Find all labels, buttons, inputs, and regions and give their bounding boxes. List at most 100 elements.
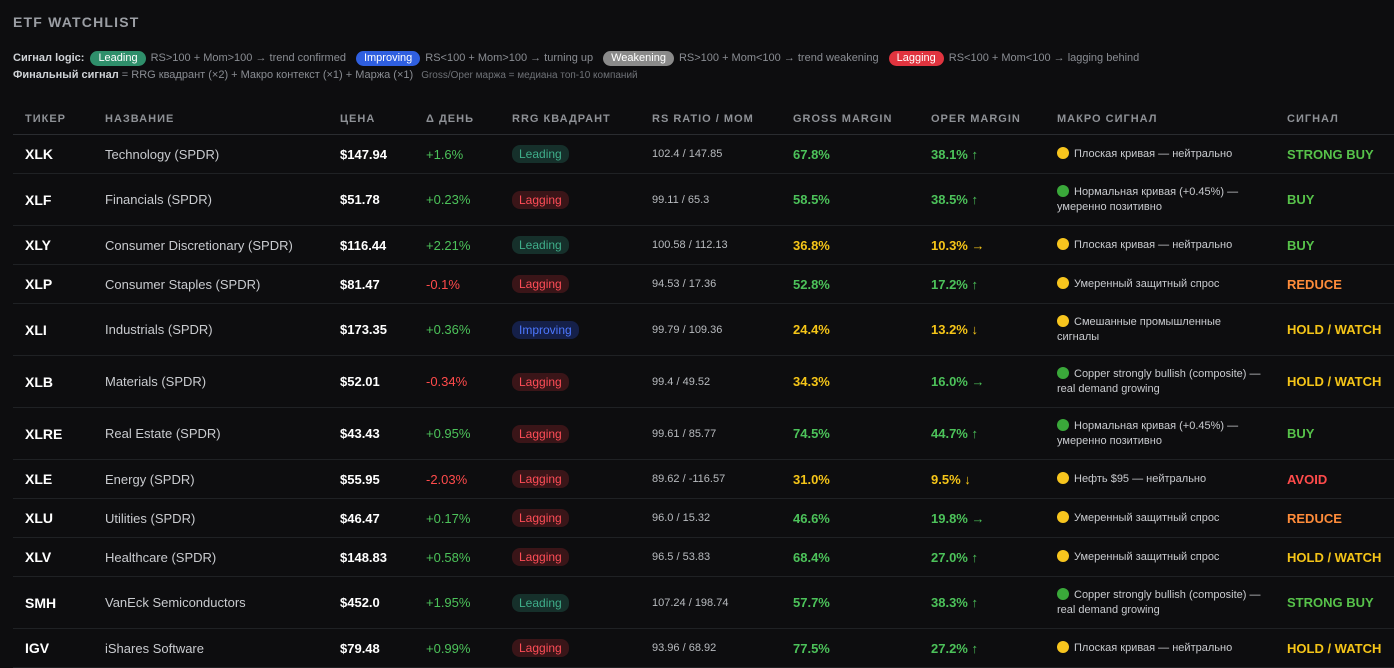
gross-margin-cell: 74.5% [781, 407, 919, 460]
signal-cell: BUY [1275, 225, 1394, 265]
signal-cell: HOLD / WATCH [1275, 628, 1394, 668]
oper-margin-cell: 27.2% ↑ [919, 628, 1045, 668]
legend-row: Сигнал logic: Leading RS>100 + Mom>100 →… [13, 48, 1394, 68]
ticker-cell[interactable]: XLP [13, 264, 93, 304]
oper-margin-cell: 44.7% ↑ [919, 407, 1045, 460]
table-row-xlu[interactable]: XLU Utilities (SPDR) $46.47 +0.17% Laggi… [13, 498, 1394, 538]
rs-ratio-cell: 100.58 / 112.13 [640, 225, 781, 265]
price-cell: $52.01 [328, 355, 414, 408]
signal-cell: REDUCE [1275, 264, 1394, 304]
name-cell: Materials (SPDR) [93, 355, 328, 408]
quadrant-cell: Lagging [500, 407, 640, 460]
gross-margin-cell: 77.5% [781, 628, 919, 668]
price-cell: $79.48 [328, 628, 414, 668]
price-cell: $452.0 [328, 576, 414, 629]
ticker-cell[interactable]: XLB [13, 355, 93, 408]
quadrant-badge: Lagging [512, 190, 569, 209]
oper-margin-cell: 38.5% ↑ [919, 173, 1045, 226]
col-name[interactable]: НАЗВАНИЕ [93, 104, 328, 135]
change-cell: +0.99% [414, 628, 500, 668]
quadrant-cell: Lagging [500, 264, 640, 304]
signal-cell: HOLD / WATCH [1275, 303, 1394, 356]
rs-ratio-cell: 99.11 / 65.3 [640, 173, 781, 226]
macro-text: Copper strongly bullish (composite) — re… [1057, 367, 1261, 395]
col-ticker[interactable]: ТИКЕР [13, 104, 93, 135]
signal-cell: BUY [1275, 173, 1394, 226]
ticker-cell[interactable]: XLV [13, 537, 93, 577]
rs-ratio-cell: 94.53 / 17.36 [640, 264, 781, 304]
table-body: XLK Technology (SPDR) $147.94 +1.6% Lead… [13, 134, 1394, 668]
col-gross-margin[interactable]: GROSS MARGIN [781, 104, 919, 135]
col-macro-signal[interactable]: МАКРО СИГНАЛ [1045, 104, 1275, 135]
change-cell: +2.21% [414, 225, 500, 265]
change-cell: -0.1% [414, 264, 500, 304]
ticker-cell[interactable]: XLE [13, 459, 93, 499]
table-row-igv[interactable]: IGV iShares Software $79.48 +0.99% Laggi… [13, 628, 1394, 668]
gross-margin-cell: 68.4% [781, 537, 919, 577]
table-row-xlv[interactable]: XLV Healthcare (SPDR) $148.83 +0.58% Lag… [13, 537, 1394, 577]
col-price[interactable]: ЦЕНА [328, 104, 414, 135]
macro-text: Плоская кривая — нейтрально [1074, 238, 1233, 251]
table-row-smh[interactable]: SMH VanEck Semiconductors $452.0 +1.95% … [13, 576, 1394, 629]
signal-cell: REDUCE [1275, 498, 1394, 538]
ticker-cell[interactable]: XLY [13, 225, 93, 265]
col-change[interactable]: Δ ДЕНЬ [414, 104, 500, 135]
table-row-xlre[interactable]: XLRE Real Estate (SPDR) $43.43 +0.95% La… [13, 407, 1394, 460]
quadrant-cell: Leading [500, 576, 640, 629]
price-cell: $148.83 [328, 537, 414, 577]
ticker-cell[interactable]: XLK [13, 134, 93, 174]
name-cell: Consumer Staples (SPDR) [93, 264, 328, 304]
name-cell: Healthcare (SPDR) [93, 537, 328, 577]
final-signal-label: Финальный сигнал [13, 69, 119, 81]
rs-ratio-cell: 107.24 / 198.74 [640, 576, 781, 629]
macro-text: Copper strongly bullish (composite) — re… [1057, 588, 1261, 616]
macro-cell: Плоская кривая — нейтрально [1045, 134, 1275, 174]
ticker-cell[interactable]: XLU [13, 498, 93, 538]
table-row-xlf[interactable]: XLF Financials (SPDR) $51.78 +0.23% Lagg… [13, 173, 1394, 226]
name-cell: Utilities (SPDR) [93, 498, 328, 538]
yellow-circle-icon [1057, 146, 1069, 159]
table-row-xlk[interactable]: XLK Technology (SPDR) $147.94 +1.6% Lead… [13, 134, 1394, 174]
col-signal[interactable]: СИГНАЛ [1275, 104, 1394, 135]
macro-text: Плоская кривая — нейтрально [1074, 641, 1233, 654]
price-cell: $81.47 [328, 264, 414, 304]
macro-cell: Умеренный защитный спрос [1045, 498, 1275, 538]
ticker-cell[interactable]: IGV [13, 628, 93, 668]
oper-margin-cell: 9.5% ↓ [919, 459, 1045, 499]
legend-text-weakening: RS>100 + Mom<100 → trend weakening [678, 52, 879, 64]
col-rrg-quadrant[interactable]: RRG КВАДРАНТ [500, 104, 640, 135]
macro-text: Умеренный защитный спрос [1074, 550, 1220, 563]
quadrant-badge: Lagging [512, 548, 569, 566]
name-cell: Financials (SPDR) [93, 173, 328, 226]
table-row-xly[interactable]: XLY Consumer Discretionary (SPDR) $116.4… [13, 225, 1394, 265]
table-header-row: ТИКЕР НАЗВАНИЕ ЦЕНА Δ ДЕНЬ RRG КВАДРАНТ … [13, 104, 1394, 135]
rs-ratio-cell: 99.4 / 49.52 [640, 355, 781, 408]
oper-margin-cell: 19.8% → [919, 498, 1045, 538]
name-cell: iShares Software [93, 628, 328, 668]
macro-text: Умеренный защитный спрос [1074, 511, 1220, 524]
yellow-circle-icon [1057, 510, 1069, 523]
name-cell: Industrials (SPDR) [93, 303, 328, 356]
table-row-xlb[interactable]: XLB Materials (SPDR) $52.01 -0.34% Laggi… [13, 355, 1394, 408]
name-cell: Energy (SPDR) [93, 459, 328, 499]
ticker-cell[interactable]: XLI [13, 303, 93, 356]
table-row-xlp[interactable]: XLP Consumer Staples (SPDR) $81.47 -0.1%… [13, 264, 1394, 304]
ticker-cell[interactable]: SMH [13, 576, 93, 629]
macro-cell: Смешанные промышленные сигналы [1045, 303, 1275, 356]
ticker-cell[interactable]: XLF [13, 173, 93, 226]
table-row-xle[interactable]: XLE Energy (SPDR) $55.95 -2.03% Lagging … [13, 459, 1394, 499]
col-oper-margin[interactable]: OPER MARGIN [919, 104, 1045, 135]
macro-cell: Нормальная кривая (+0.45%) — умеренно по… [1045, 173, 1275, 226]
table-row-xli[interactable]: XLI Industrials (SPDR) $173.35 +0.36% Im… [13, 303, 1394, 356]
col-rs-ratio[interactable]: RS RATIO / MOM [640, 104, 781, 135]
legend-pill-lagging: Lagging [888, 50, 944, 66]
rs-ratio-cell: 96.5 / 53.83 [640, 537, 781, 577]
etf-table: ТИКЕР НАЗВАНИЕ ЦЕНА Δ ДЕНЬ RRG КВАДРАНТ … [13, 104, 1394, 668]
signal-cell: AVOID [1275, 459, 1394, 499]
signal-legend: Сигнал logic: Leading RS>100 + Mom>100 →… [13, 48, 1394, 86]
legend-pill-weakening: Weakening [603, 50, 674, 66]
quadrant-badge: Lagging [512, 424, 569, 443]
ticker-cell[interactable]: XLRE [13, 407, 93, 460]
yellow-circle-icon [1057, 276, 1069, 289]
price-cell: $43.43 [328, 407, 414, 460]
